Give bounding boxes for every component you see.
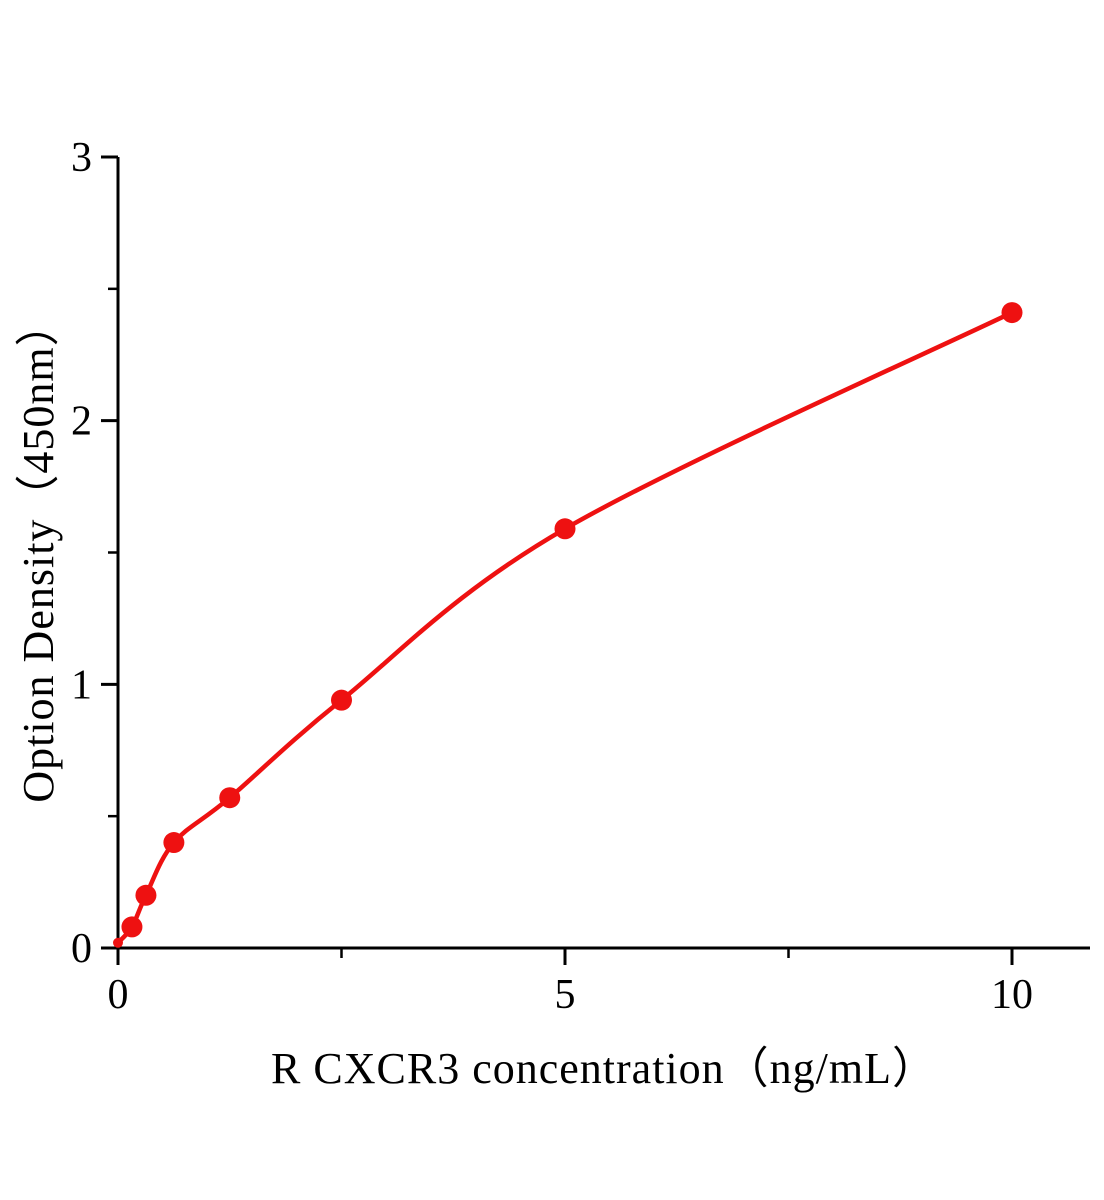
y-tick-label: 0 bbox=[71, 926, 92, 972]
data-point bbox=[219, 787, 241, 809]
x-tick-label: 10 bbox=[991, 972, 1033, 1018]
y-tick-label: 1 bbox=[71, 662, 92, 708]
data-point bbox=[163, 832, 185, 854]
fit-curve bbox=[115, 310, 1015, 945]
data-point bbox=[331, 689, 352, 711]
x-axis-label: R CXCR3 concentration（ng/mL） bbox=[271, 1044, 937, 1093]
y-tick-label: 3 bbox=[71, 135, 92, 181]
x-tick-label: 5 bbox=[555, 972, 576, 1018]
y-axis-label: Option Density（450nm） bbox=[14, 301, 63, 803]
data-point bbox=[121, 916, 143, 938]
data-point bbox=[113, 937, 123, 948]
y-tick-label: 2 bbox=[71, 399, 92, 445]
data-point bbox=[554, 518, 576, 540]
data-point bbox=[1001, 302, 1023, 324]
x-tick-label: 0 bbox=[108, 972, 129, 1018]
data-point bbox=[135, 884, 157, 906]
